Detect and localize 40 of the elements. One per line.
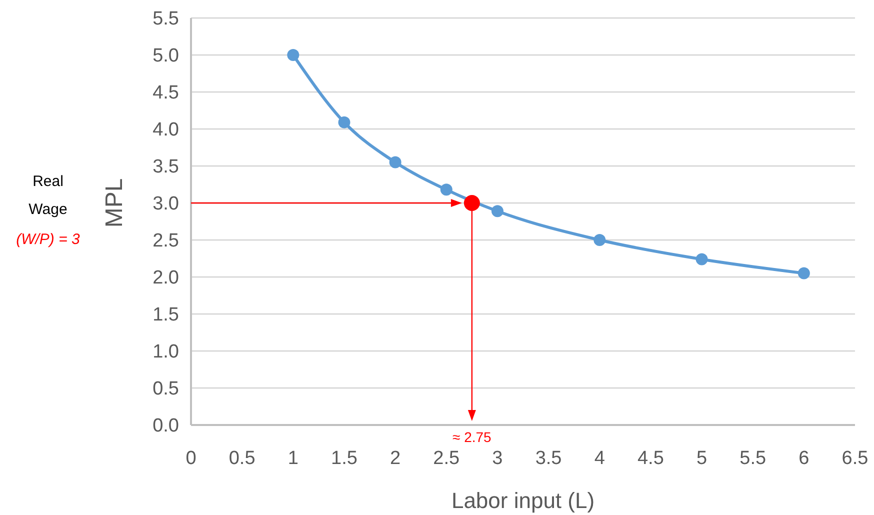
y-tick-label: 1.5 (152, 304, 179, 326)
y-tick-label: 2.0 (152, 268, 179, 289)
x-tick-label: 4.5 (637, 448, 664, 469)
x-tick-label: 1.5 (331, 448, 358, 469)
point (594, 234, 606, 246)
x-tick-label: 3.5 (535, 448, 562, 469)
y-tick-label: 3.5 (152, 156, 179, 178)
x-tick-label: 4 (594, 448, 606, 469)
y-tick-label: 4.5 (152, 82, 179, 104)
annotation: ≈ 2.75 (452, 429, 492, 445)
x-tick-label: 5.5 (740, 448, 766, 469)
y-tick-label: 3.0 (152, 194, 179, 215)
y-tick-label: 5.0 (152, 46, 179, 67)
y-tick-label: 0.5 (152, 378, 179, 400)
x-tick-label: 5 (696, 448, 708, 469)
y-tick-label: 5.5 (152, 8, 179, 30)
point (338, 116, 350, 128)
x-tick-label: 3 (492, 448, 503, 469)
text: (W/P) = 3 (16, 231, 81, 248)
point (464, 195, 480, 211)
x-tick-label: 1 (288, 448, 298, 469)
point (440, 184, 452, 196)
x-tick-label: 2 (390, 448, 401, 469)
point (696, 253, 708, 266)
x-tick-label: 6.5 (842, 448, 868, 469)
y-tick-label: 2.5 (152, 230, 179, 252)
point (491, 205, 504, 218)
x-tick-label: 0.5 (228, 448, 256, 469)
x-axis-title: Labor input (L) (451, 488, 595, 513)
y-tick-label: 4.0 (152, 120, 179, 141)
point (287, 49, 300, 61)
x-tick-label: 6 (798, 448, 810, 469)
y-tick-label: 0.0 (152, 416, 179, 437)
x-tick-label: 2.5 (433, 448, 460, 469)
point (798, 267, 810, 280)
point (389, 156, 402, 168)
y-axis-title: MPL (101, 178, 128, 228)
x-tick-label: 0 (186, 448, 196, 469)
y-tick-label: 1.0 (152, 342, 179, 363)
text: Real Wage (28, 173, 68, 218)
